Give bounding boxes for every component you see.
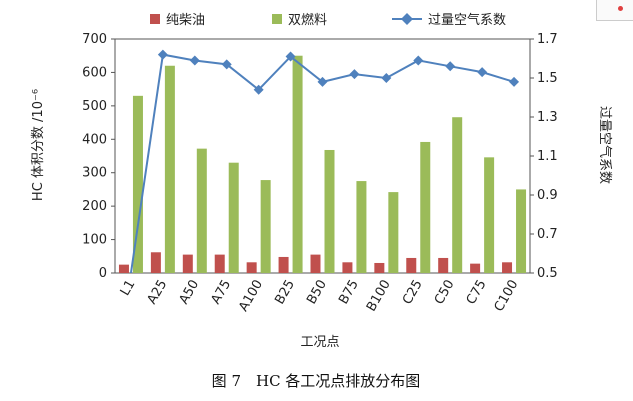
- bar-series-group: [118, 55, 527, 273]
- bar-diesel-A25: [150, 252, 161, 273]
- line-point-B75: [349, 69, 360, 80]
- x-tick-label: C25: [400, 278, 426, 308]
- y-right-tick-label: 1.3: [537, 110, 558, 125]
- corner-widget: [596, 0, 633, 21]
- bar-diesel-B50: [310, 254, 321, 273]
- y-left-tick-label: 600: [82, 65, 107, 80]
- line-point-C75: [477, 67, 488, 78]
- x-tick-label: A75: [208, 278, 234, 308]
- legend: 纯柴油 双燃料 过量空气系数: [150, 12, 506, 28]
- bar-dualfuel-B75: [356, 181, 367, 273]
- y-left-tick-label: 700: [82, 32, 107, 47]
- line-point-C50: [445, 61, 456, 72]
- y-left-tick-label: 300: [82, 166, 107, 181]
- line-point-A25: [157, 49, 168, 60]
- bar-diesel-A75: [214, 254, 225, 273]
- bar-dualfuel-A25: [164, 65, 175, 273]
- x-tick-label: L1: [118, 278, 139, 299]
- notification-dot-icon: [618, 6, 623, 11]
- bar-dualfuel-A75: [228, 162, 239, 273]
- x-tick-label: B75: [336, 278, 362, 308]
- x-tick-label: C75: [464, 278, 490, 308]
- y-left-tick-label: 200: [82, 199, 107, 214]
- line-point-C100: [509, 76, 520, 87]
- bar-dualfuel-B25: [292, 55, 303, 273]
- legend-label: 双燃料: [288, 12, 327, 28]
- line-point-A100: [253, 84, 264, 95]
- bar-dualfuel-A50: [196, 148, 207, 273]
- y-right-tick-label: 0.9: [537, 188, 558, 203]
- x-tick-label: A50: [177, 278, 203, 308]
- bar-diesel-C100: [502, 262, 513, 273]
- y-right-tick-label: 0.5: [537, 266, 558, 281]
- bar-dualfuel-C75: [484, 157, 495, 273]
- legend-swatch: [272, 14, 282, 24]
- bar-diesel-B75: [342, 262, 353, 273]
- y-axis-title-right: 过量空气系数: [597, 106, 613, 184]
- line-series-group: [129, 49, 520, 274]
- legend-swatch: [150, 14, 160, 24]
- y-right-tick-label: 1.7: [537, 32, 558, 47]
- bar-diesel-C50: [438, 257, 449, 273]
- bar-diesel-B100: [374, 262, 385, 273]
- line-point-A50: [189, 55, 200, 66]
- bar-diesel-L1: [118, 264, 129, 273]
- bar-dualfuel-A100: [260, 180, 271, 273]
- y-left-tick-label: 500: [82, 99, 107, 114]
- y-left-tick-label: 400: [82, 132, 107, 147]
- plot-area-border: [114, 38, 531, 274]
- y-left-tick-label: 0: [99, 266, 107, 281]
- legend-label: 过量空气系数: [428, 12, 506, 28]
- x-tick-label: B50: [304, 278, 330, 308]
- x-axis-title: 工况点: [300, 335, 339, 350]
- bar-diesel-C25: [406, 257, 417, 273]
- plot-frame: [114, 38, 531, 274]
- line-point-A75: [221, 59, 232, 70]
- legend-marker: [401, 13, 413, 25]
- bar-dualfuel-C50: [452, 117, 463, 273]
- x-tick-label: C100: [492, 278, 522, 315]
- x-tick-label: B100: [364, 278, 394, 315]
- bar-dualfuel-C100: [516, 189, 527, 273]
- y-axis-title-left: HC 体积分数 /10⁻⁶: [31, 89, 46, 201]
- legend-label: 纯柴油: [166, 13, 205, 28]
- x-tick-label: A100: [236, 278, 266, 315]
- line-point-B100: [381, 73, 392, 83]
- y-right-tick-label: 1.5: [537, 71, 558, 86]
- bar-diesel-A50: [182, 254, 193, 273]
- y-left-tick-label: 100: [82, 233, 107, 248]
- y-right-tick-label: 1.1: [537, 149, 558, 164]
- bar-diesel-B25: [278, 256, 289, 273]
- line-point-B50: [317, 76, 328, 87]
- figure-caption: 图 7 HC 各工况点排放分布图: [212, 372, 421, 390]
- y-right-tick-label: 0.7: [537, 227, 558, 242]
- x-tick-label: A25: [145, 278, 171, 308]
- x-tick-label: C50: [432, 278, 458, 308]
- bar-diesel-C75: [470, 263, 481, 273]
- line-point-C25: [413, 55, 424, 66]
- bar-dualfuel-B50: [324, 149, 335, 273]
- bar-diesel-A100: [246, 262, 257, 273]
- bar-dualfuel-C25: [420, 141, 431, 273]
- line-point-B25: [285, 51, 296, 62]
- bar-dualfuel-B100: [388, 192, 399, 273]
- bar-dualfuel-L1: [132, 95, 143, 273]
- x-tick-label: B25: [272, 278, 298, 308]
